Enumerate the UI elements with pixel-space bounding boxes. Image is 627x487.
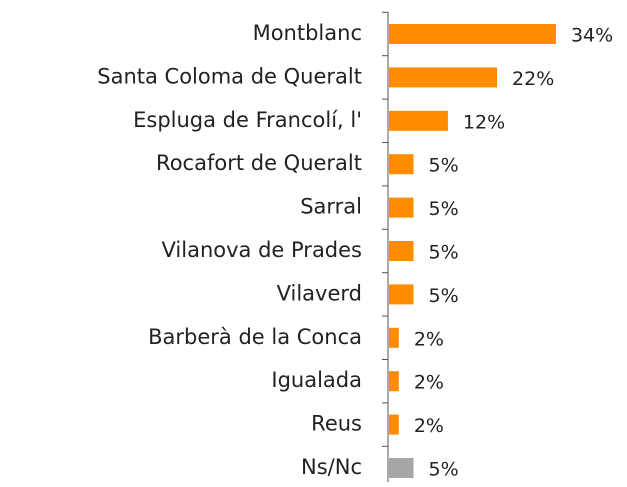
bar bbox=[389, 197, 414, 218]
bar bbox=[389, 110, 448, 131]
value-label: 34% bbox=[571, 25, 613, 47]
value-label: 12% bbox=[463, 111, 505, 133]
category-label: Vilaverd bbox=[277, 281, 362, 305]
value-label: 2% bbox=[414, 372, 444, 394]
category-label: Sarral bbox=[300, 195, 362, 219]
bar bbox=[389, 67, 498, 88]
bar bbox=[389, 154, 414, 175]
value-label: 5% bbox=[429, 459, 459, 481]
category-label: Reus bbox=[311, 412, 362, 436]
value-label: 2% bbox=[414, 328, 444, 350]
value-label: 5% bbox=[429, 285, 459, 307]
bar bbox=[389, 241, 414, 261]
bar bbox=[389, 458, 414, 478]
bar bbox=[389, 414, 399, 435]
value-label: 2% bbox=[414, 415, 444, 437]
category-label: Santa Coloma de Queralt bbox=[97, 64, 362, 88]
value-label: 5% bbox=[429, 198, 459, 220]
category-label: Rocafort de Queralt bbox=[156, 151, 362, 175]
category-label: Vilanova de Prades bbox=[162, 238, 362, 262]
value-label: 5% bbox=[429, 155, 459, 177]
bar bbox=[389, 24, 556, 44]
value-label: 22% bbox=[512, 68, 554, 90]
category-label: Igualada bbox=[271, 368, 362, 392]
category-label: Ns/Nc bbox=[301, 455, 362, 479]
value-label: 5% bbox=[429, 242, 459, 264]
category-label: Montblanc bbox=[253, 21, 362, 45]
category-label: Barberà de la Conca bbox=[148, 325, 362, 349]
bar bbox=[389, 371, 399, 392]
bar bbox=[389, 327, 399, 348]
bar bbox=[389, 284, 414, 305]
category-label: Espluga de Francolí, l' bbox=[133, 108, 362, 132]
